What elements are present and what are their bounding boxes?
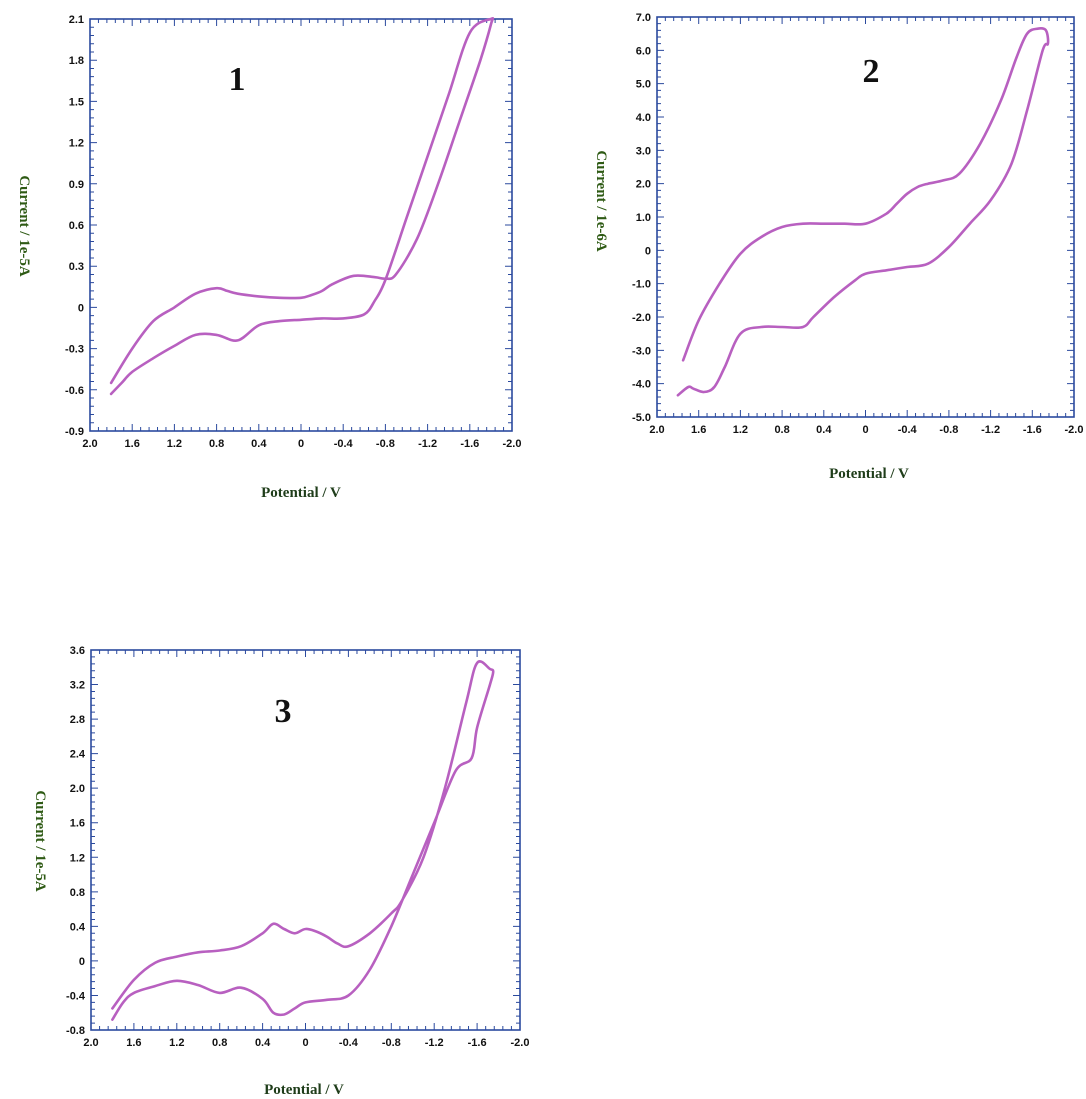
axis-ticks bbox=[90, 649, 521, 1031]
cv-panel-1: 1 Potential / V Current / 1e-5A 2.0 1.6 1.… bbox=[16, 14, 521, 501]
x-tick-label: -0.4 bbox=[334, 438, 354, 450]
y-tick-label: 0.8 bbox=[70, 887, 85, 899]
plot-frame bbox=[90, 649, 521, 1031]
y-tick-label: -5.0 bbox=[632, 412, 651, 424]
y-axis-title: Current / 1e-5A bbox=[32, 790, 48, 892]
x-tick-label: 0.8 bbox=[209, 438, 224, 450]
y-tick-label: -1.0 bbox=[632, 279, 651, 291]
y-tick-label: -2.0 bbox=[632, 312, 651, 324]
y-tick-label: 3.6 bbox=[70, 645, 85, 657]
panel-label: 3 bbox=[275, 693, 292, 730]
y-tick-label: 4.0 bbox=[636, 112, 651, 124]
x-axis-title: Potential / V bbox=[264, 1082, 344, 1098]
axis-ticks bbox=[656, 16, 1075, 418]
x-tick-label: 1.2 bbox=[733, 424, 748, 436]
x-tick-label: -0.8 bbox=[382, 1037, 401, 1049]
x-tick-label: 0 bbox=[862, 424, 868, 436]
y-tick-label: 5.0 bbox=[636, 79, 651, 91]
y-tick-label: 1.5 bbox=[69, 96, 84, 108]
panel-label: 1 bbox=[229, 61, 246, 98]
x-tick-label: -1.6 bbox=[468, 1037, 487, 1049]
y-tick-label: 0.9 bbox=[69, 179, 84, 191]
x-tick-label: 2.0 bbox=[83, 1037, 98, 1049]
x-tick-label: -0.4 bbox=[898, 424, 918, 436]
cv-curve bbox=[676, 26, 1050, 397]
x-tick-label: 1.6 bbox=[125, 438, 140, 450]
y-tick-label: 1.6 bbox=[70, 818, 85, 830]
x-tick-label: 0 bbox=[298, 438, 304, 450]
y-tick-label: 2.8 bbox=[70, 714, 85, 726]
x-tick-label: 0.4 bbox=[255, 1037, 271, 1049]
y-tick-label: 0 bbox=[645, 245, 651, 257]
y-tick-label: 0 bbox=[79, 956, 85, 968]
x-tick-label: 0.4 bbox=[251, 438, 267, 450]
cv-curve bbox=[109, 16, 495, 396]
panel-label: 2 bbox=[863, 53, 880, 90]
x-tick-label: -1.2 bbox=[981, 424, 1000, 436]
y-tick-label: -0.3 bbox=[65, 344, 84, 356]
x-tick-label: 0.8 bbox=[774, 424, 789, 436]
y-tick-label: 0.4 bbox=[70, 921, 86, 933]
x-axis-title: Potential / V bbox=[829, 466, 909, 482]
x-tick-label: 1.6 bbox=[691, 424, 706, 436]
y-tick-label: -0.8 bbox=[66, 1025, 85, 1037]
y-tick-label: -4.0 bbox=[632, 379, 651, 391]
x-tick-label: 1.6 bbox=[126, 1037, 141, 1049]
y-tick-label: 1.0 bbox=[636, 212, 651, 224]
x-tick-label: -0.8 bbox=[939, 424, 958, 436]
x-tick-label: -1.2 bbox=[425, 1037, 444, 1049]
x-tick-label: -2.0 bbox=[503, 438, 522, 450]
x-tick-label: -2.0 bbox=[511, 1037, 530, 1049]
y-tick-label: 1.8 bbox=[69, 55, 84, 67]
x-tick-label: 0 bbox=[302, 1037, 308, 1049]
x-tick-label: 0.8 bbox=[212, 1037, 227, 1049]
y-tick-label: 6.0 bbox=[636, 45, 651, 57]
y-tick-label: 2.0 bbox=[636, 179, 651, 191]
x-tick-label: 1.2 bbox=[169, 1037, 184, 1049]
axis-ticks bbox=[89, 18, 513, 432]
x-tick-label: -1.2 bbox=[418, 438, 437, 450]
x-tick-label: 2.0 bbox=[82, 438, 97, 450]
y-tick-label: 2.1 bbox=[69, 14, 84, 26]
y-tick-label: -0.9 bbox=[65, 426, 84, 438]
cv-panel-3: 3 Potential / V Current / 1e-5A 2.0 1.6 1.… bbox=[32, 645, 529, 1098]
plot-frame bbox=[89, 18, 513, 432]
y-tick-label: 0.6 bbox=[69, 220, 84, 232]
x-tick-label: -1.6 bbox=[1023, 424, 1042, 436]
y-tick-label: 3.0 bbox=[636, 145, 651, 157]
y-tick-label: -3.0 bbox=[632, 345, 651, 357]
x-axis-title: Potential / V bbox=[261, 485, 341, 501]
x-tick-label: 2.0 bbox=[649, 424, 664, 436]
cv-panel-2: 2 Potential / V Current / 1e-6A 2.0 1.6 1.… bbox=[593, 12, 1083, 482]
y-tick-label: 0.3 bbox=[69, 261, 84, 273]
y-tick-label: 1.2 bbox=[69, 138, 84, 150]
y-tick-label: -0.6 bbox=[65, 385, 84, 397]
x-tick-label: -0.4 bbox=[339, 1037, 359, 1049]
y-tick-label: 7.0 bbox=[636, 12, 651, 24]
x-tick-label: -1.6 bbox=[460, 438, 479, 450]
y-tick-label: -0.4 bbox=[66, 990, 86, 1002]
y-axis-title: Current / 1e-6A bbox=[593, 150, 609, 252]
y-tick-label: 1.2 bbox=[70, 852, 85, 864]
x-tick-label: 0.4 bbox=[816, 424, 832, 436]
x-tick-label: -0.8 bbox=[376, 438, 395, 450]
y-tick-label: 0 bbox=[78, 302, 84, 314]
y-tick-label: 3.2 bbox=[70, 680, 85, 692]
cv-curve bbox=[111, 660, 495, 1021]
x-tick-label: -2.0 bbox=[1065, 424, 1084, 436]
y-axis-title: Current / 1e-5A bbox=[16, 175, 32, 277]
y-tick-label: 2.4 bbox=[70, 749, 86, 761]
x-tick-label: 1.2 bbox=[167, 438, 182, 450]
y-tick-label: 2.0 bbox=[70, 783, 85, 795]
